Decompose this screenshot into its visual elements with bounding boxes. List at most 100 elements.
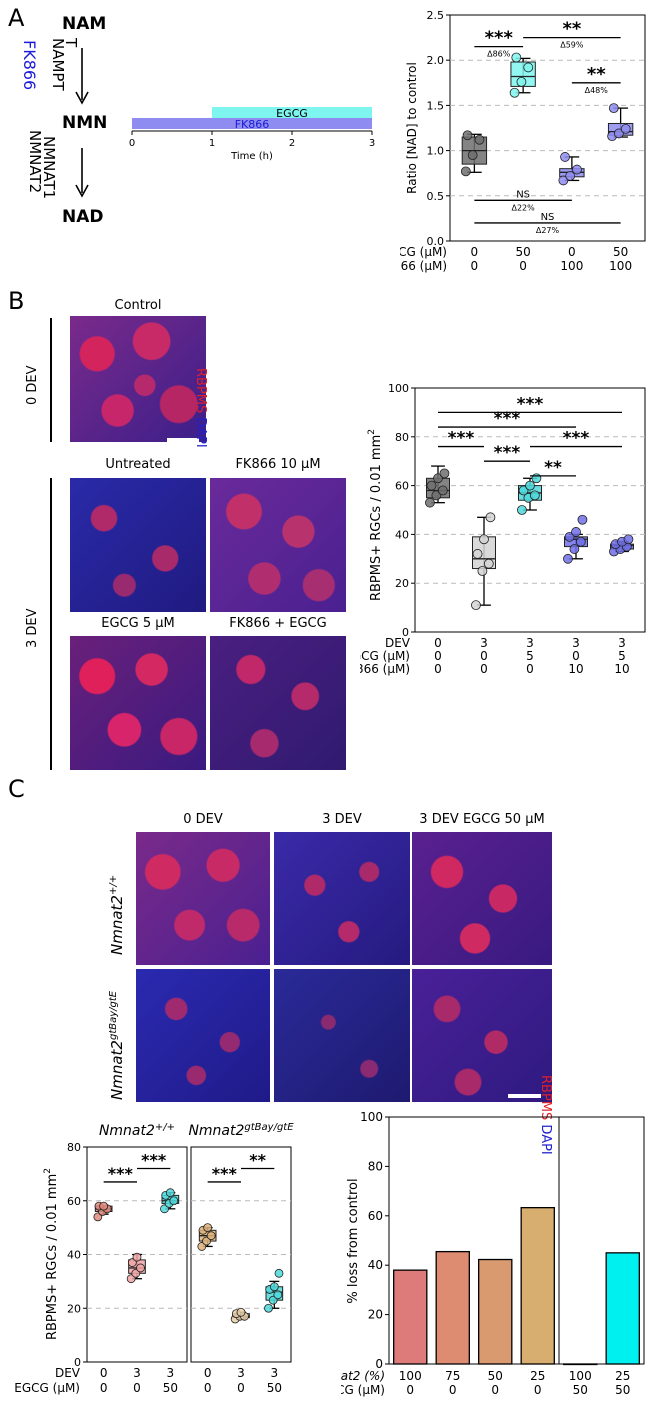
dev3-bracket bbox=[50, 478, 52, 770]
y-tick-label: 0.5 bbox=[427, 190, 445, 203]
data-point bbox=[169, 1196, 179, 1206]
data-point bbox=[462, 130, 473, 141]
row-value: 0 bbox=[480, 649, 488, 663]
row-value: 50 bbox=[515, 245, 530, 259]
micro-b-control bbox=[70, 316, 206, 442]
y-axis-label-text: RBPMS+ RGCs / 0.01 mm bbox=[369, 435, 384, 601]
y-tick-label: 1.5 bbox=[427, 99, 445, 112]
y-tick-label: 0.0 bbox=[427, 235, 445, 248]
row-label: EGCG (μM) bbox=[400, 245, 447, 259]
y-tick-label: 80 bbox=[368, 1159, 383, 1173]
micro-b-egcg bbox=[70, 636, 206, 770]
dev3-label: 3 DEV bbox=[25, 608, 40, 648]
sig-label: ** bbox=[562, 19, 581, 40]
y-axis-label-sup: 2 bbox=[43, 1168, 53, 1174]
data-point bbox=[165, 1188, 175, 1198]
data-point bbox=[460, 166, 471, 177]
sig-label: *** bbox=[108, 1164, 134, 1183]
sig-note: Δ22% bbox=[511, 203, 535, 212]
data-point bbox=[563, 553, 573, 564]
enzyme-nampt: NAMPT bbox=[49, 38, 67, 91]
egcg-bar bbox=[212, 107, 372, 118]
row-value: 0 bbox=[100, 1366, 108, 1380]
row-value: 100 bbox=[609, 259, 632, 273]
row-label-mutant-sup: gtBay/gtE bbox=[108, 990, 119, 1041]
col-title-3dev: 3 DEV bbox=[322, 812, 362, 827]
time-axis-label: Time (h) bbox=[230, 151, 273, 162]
fk866-bar-label: FK866 bbox=[235, 118, 270, 131]
node-nmn: NMN bbox=[62, 113, 107, 133]
sig-label: *** bbox=[517, 394, 544, 414]
inhibitor-fk866: FK866 bbox=[20, 40, 39, 90]
bar bbox=[605, 1252, 640, 1365]
row-label: Nmnat2 (%) bbox=[341, 1369, 385, 1383]
bar bbox=[520, 1206, 555, 1365]
plot-frame bbox=[449, 14, 646, 242]
row-value: 100 bbox=[569, 1369, 592, 1383]
data-point bbox=[608, 103, 619, 114]
group-title-base: Nmnat2 bbox=[99, 1123, 155, 1139]
data-point bbox=[529, 490, 540, 501]
arrow-nmn-to-nad bbox=[75, 148, 89, 198]
y-tick-label: 0 bbox=[402, 626, 409, 639]
sig-note: Δ48% bbox=[585, 86, 609, 95]
data-point bbox=[439, 468, 450, 479]
row-value: 0 bbox=[406, 1383, 414, 1397]
bar bbox=[435, 1250, 470, 1365]
y-axis-label: RBPMS+ RGCs / 0.01 mm2 bbox=[43, 1168, 60, 1340]
y-tick-label: 100 bbox=[360, 1110, 383, 1124]
row-value: 0 bbox=[204, 1366, 212, 1380]
row-value: 3 bbox=[271, 1366, 279, 1380]
data-point bbox=[518, 485, 529, 496]
y-tick-label: 2.0 bbox=[427, 54, 445, 67]
data-point bbox=[560, 152, 570, 162]
micro-c-mut-3dev bbox=[274, 969, 410, 1102]
data-point bbox=[572, 164, 582, 175]
sig-note: Δ59% bbox=[560, 41, 584, 50]
row-value: 0 bbox=[568, 245, 576, 259]
title-fk866-egcg: FK866 + EGCG bbox=[229, 616, 327, 631]
nad-pathway-diagram: NAM NMN NAD NAMPT T FK866 NMNAT1 NMNAT2 … bbox=[20, 14, 375, 227]
y-tick-label: 100 bbox=[388, 382, 409, 395]
row-value: 3 bbox=[133, 1366, 141, 1380]
data-point bbox=[426, 480, 437, 491]
time-tick-label: 3 bbox=[369, 138, 375, 149]
plot-frame bbox=[388, 1116, 645, 1365]
data-point bbox=[264, 1303, 273, 1313]
row-value: 0 bbox=[519, 259, 527, 273]
row-value: 75 bbox=[445, 1369, 460, 1383]
y-tick-label: 0 bbox=[74, 1356, 81, 1369]
data-point bbox=[274, 1268, 284, 1278]
y-tick-label: 20 bbox=[395, 577, 409, 590]
scale-bar-c bbox=[508, 1094, 541, 1098]
row-value: 3 bbox=[237, 1366, 245, 1380]
row-label-mutant-base: Nmnat2 bbox=[108, 1040, 126, 1100]
row-value: 50 bbox=[613, 245, 628, 259]
row-value: 5 bbox=[526, 649, 534, 663]
data-point bbox=[99, 1201, 109, 1211]
title-fk866: FK866 10 μM bbox=[235, 457, 321, 472]
data-point bbox=[479, 534, 489, 545]
data-point bbox=[623, 534, 634, 545]
panel-letter-a: A bbox=[8, 4, 25, 32]
row-label: EGCG (μM) bbox=[360, 649, 410, 663]
micro-c-wt-3dev bbox=[274, 832, 410, 965]
y-tick-label: 40 bbox=[395, 528, 409, 541]
data-point bbox=[577, 514, 588, 525]
sig-label: ** bbox=[587, 64, 606, 85]
y-tick-label: 80 bbox=[395, 431, 409, 444]
data-point bbox=[132, 1252, 142, 1262]
data-point bbox=[511, 52, 522, 63]
data-point bbox=[516, 76, 527, 87]
sig-label: *** bbox=[563, 429, 590, 449]
dev0-bracket bbox=[50, 318, 52, 442]
time-tick-label: 1 bbox=[209, 138, 215, 149]
data-point bbox=[531, 473, 542, 484]
row-value: 0 bbox=[471, 245, 479, 259]
row-value: 10 bbox=[614, 662, 629, 676]
data-point bbox=[569, 544, 580, 554]
row-value: 3 bbox=[167, 1366, 175, 1380]
chart-a-nad-ratio: 0.00.51.01.52.02.5***Δ86%**Δ59%**Δ48%NSΔ… bbox=[400, 9, 646, 273]
row-value: 50 bbox=[615, 1383, 630, 1397]
micro-c-wt-0dev bbox=[136, 832, 270, 965]
